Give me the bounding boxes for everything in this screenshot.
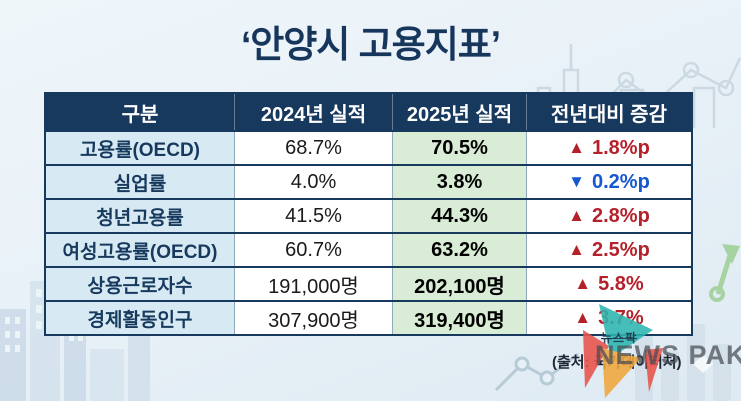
value-2024: 307,900명 <box>235 302 393 334</box>
table-row: 고용률(OECD) 68.7% 70.5% ▲ 1.8%p <box>46 130 691 164</box>
value-2025: 63.2% <box>393 234 527 266</box>
column-header-2024: 2024년 실적 <box>235 94 393 130</box>
newspak-watermark: 뉴스팍 NEWS PAK <box>575 298 741 401</box>
value-2025: 70.5% <box>393 132 527 164</box>
table-row: 경제활동인구 307,900명 319,400명 ▲ 3.7% <box>46 300 691 334</box>
up-triangle-icon: ▲ <box>574 274 592 293</box>
row-label: 고용률(OECD) <box>46 132 235 164</box>
row-label: 여성고용률(OECD) <box>46 234 235 266</box>
page-title: ‘안양시 고용지표’ <box>240 24 501 65</box>
value-2024: 68.7% <box>235 132 393 164</box>
change-value: ▲ 5.8% <box>527 268 691 300</box>
table-row: 상용근로자수 191,000명 202,100명 ▲ 5.8% <box>46 266 691 300</box>
change-text: 2.8%p <box>592 204 650 227</box>
table-row: 여성고용률(OECD) 60.7% 63.2% ▲ 2.5%p <box>46 232 691 266</box>
value-2024: 41.5% <box>235 200 393 232</box>
table-header-row: 구분 2024년 실적 2025년 실적 전년대비 증감 <box>46 94 691 130</box>
value-2025: 202,100명 <box>393 268 527 300</box>
change-value: ▲ 2.8%p <box>527 200 691 232</box>
column-header-category: 구분 <box>46 94 235 130</box>
value-2025: 319,400명 <box>393 302 527 334</box>
up-triangle-icon: ▲ <box>568 206 585 225</box>
column-header-2025: 2025년 실적 <box>393 94 527 130</box>
value-2024: 60.7% <box>235 234 393 266</box>
row-label: 실업률 <box>46 166 235 198</box>
down-triangle-icon: ▼ <box>568 172 585 191</box>
row-label: 경제활동인구 <box>46 302 235 334</box>
up-triangle-icon: ▲ <box>568 138 585 157</box>
change-text: 2.5%p <box>592 238 650 261</box>
change-text: 0.2%p <box>592 170 650 193</box>
table-row: 청년고용률 41.5% 44.3% ▲ 2.8%p <box>46 198 691 232</box>
value-2024: 191,000명 <box>235 268 393 300</box>
change-value: ▲ 2.5%p <box>527 234 691 266</box>
employment-table: 구분 2024년 실적 2025년 실적 전년대비 증감 고용률(OECD) 6… <box>44 92 693 336</box>
table-row: 실업률 4.0% 3.8% ▼ 0.2%p <box>46 164 691 198</box>
value-2024: 4.0% <box>235 166 393 198</box>
watermark-english-label: NEWS PAK <box>595 340 741 370</box>
change-text: 5.8% <box>598 272 644 295</box>
change-value: ▲ 1.8%p <box>527 132 691 164</box>
change-value: ▼ 0.2%p <box>527 166 691 198</box>
column-header-change: 전년대비 증감 <box>551 103 667 126</box>
up-triangle-icon: ▲ <box>574 308 592 327</box>
change-text: 1.8%p <box>592 136 650 159</box>
watermark-korean-label: 뉴스팍 <box>601 331 638 345</box>
row-label: 상용근로자수 <box>46 268 235 300</box>
value-2025: 3.8% <box>393 166 527 198</box>
value-2025: 44.3% <box>393 200 527 232</box>
trend-arrow-up-icon <box>709 244 740 302</box>
up-triangle-icon: ▲ <box>568 240 585 259</box>
row-label: 청년고용률 <box>46 200 235 232</box>
